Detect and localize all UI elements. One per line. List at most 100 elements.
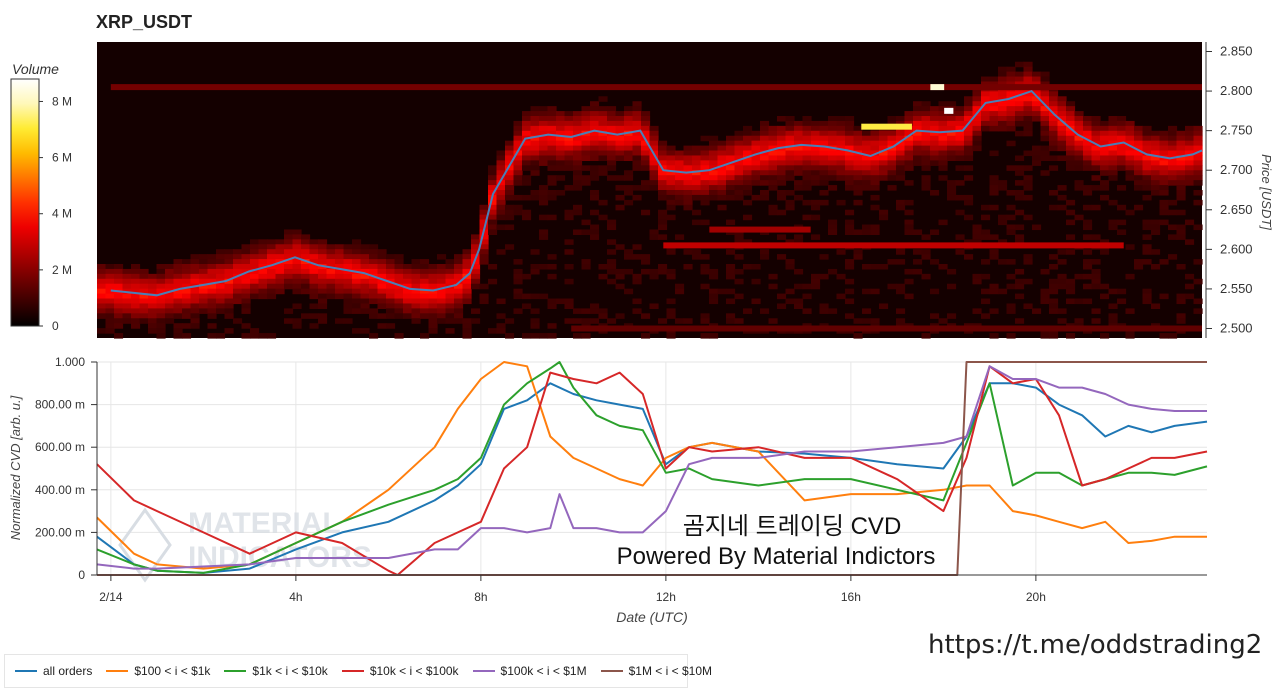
heatmap-cell [573, 170, 583, 176]
heatmap-cell [105, 318, 115, 324]
heatmap-cell [428, 313, 438, 319]
heatmap-cell [785, 130, 795, 137]
heatmap-cell [777, 209, 787, 216]
heatmap-cell [505, 185, 515, 191]
legend-item[interactable]: $100 < i < $1k [106, 664, 210, 678]
heatmap-cell [326, 249, 336, 255]
heatmap-cell [947, 101, 957, 107]
heatmap-cell [853, 229, 863, 235]
heatmap-cell [1057, 249, 1067, 255]
legend-item[interactable]: $1k < i < $10k [224, 664, 328, 678]
heatmap-cell [233, 268, 243, 275]
heatmap-cell [1006, 140, 1016, 147]
heatmap-cell [360, 328, 370, 334]
heatmap-cell [471, 318, 481, 324]
heatmap-cell [1108, 120, 1118, 127]
heatmap-cell [1049, 190, 1059, 196]
heatmap-cell [1193, 165, 1203, 171]
heatmap-cell [972, 96, 982, 102]
price-tick-label: 2.800 [1220, 83, 1253, 98]
heatmap-cell [607, 264, 617, 270]
heatmap-cell [989, 76, 999, 83]
heatmap-cell [1168, 150, 1178, 157]
heatmap-cell [581, 259, 591, 265]
heatmap-cell [836, 273, 846, 280]
heatmap-cell [887, 145, 897, 152]
heatmap-cell [938, 175, 948, 181]
heatmap-cell [97, 273, 107, 280]
colorbar [10, 78, 40, 327]
heatmap-cell [734, 239, 744, 245]
heatmap-cell [649, 135, 659, 142]
heatmap-cell [743, 264, 753, 270]
heatmap-cell [165, 308, 175, 314]
heatmap-cell [420, 268, 430, 275]
heatmap-cell [845, 229, 855, 235]
heatmap-cell [513, 268, 523, 275]
heatmap-cell [352, 303, 362, 309]
heatmap-cell [1057, 130, 1067, 137]
heatmap-cell [896, 140, 906, 147]
heatmap-cell [105, 328, 115, 334]
heatmap-cell [326, 268, 336, 275]
heatmap-cell [352, 244, 362, 250]
heatmap-cell [539, 140, 549, 147]
heatmap-cell [845, 165, 855, 171]
heatmap-cell [870, 140, 880, 147]
heatmap-cell [335, 278, 345, 285]
heatmap-cell [386, 268, 396, 275]
heatmap-cell [190, 318, 200, 324]
heatmap-cell [590, 318, 600, 324]
heatmap-cell [1176, 194, 1186, 201]
heatmap-cell [1049, 96, 1059, 102]
heatmap-cell [573, 209, 583, 216]
heatmap-cell [1125, 130, 1135, 137]
heatmap-cell [207, 288, 217, 295]
heatmap-cell [947, 130, 957, 137]
heatmap-cell [692, 194, 702, 201]
heatmap-cell [862, 130, 872, 137]
heatmap-cell [1023, 71, 1033, 78]
heatmap-cell [267, 273, 277, 280]
heatmap-cell [989, 111, 999, 117]
heatmap-cell [309, 323, 319, 329]
legend-item[interactable]: all orders [15, 664, 92, 678]
heatmap-cell [1159, 293, 1169, 300]
legend-item[interactable]: $10k < i < $100k [341, 664, 459, 678]
legend-item[interactable]: $1M < i < $10M [600, 664, 712, 678]
heatmap-cell [1006, 303, 1016, 309]
heatmap-cell [182, 308, 192, 314]
heatmap-cell [1015, 234, 1025, 240]
heatmap-cell [870, 135, 880, 142]
heatmap-cell [717, 145, 727, 152]
heatmap-cell [998, 76, 1008, 83]
heatmap-cell [1117, 116, 1127, 122]
legend-item[interactable]: $100k < i < $1M [472, 664, 587, 678]
heatmap-cell [649, 273, 659, 280]
heatmap-cell [590, 120, 600, 127]
heatmap-cell [394, 264, 404, 270]
heatmap-cell [1134, 145, 1144, 152]
heatmap-cell [777, 155, 787, 161]
heatmap-cell [114, 323, 124, 329]
heatmap-cell [1151, 135, 1161, 142]
heatmap-cell [394, 283, 404, 290]
heatmap-cell [879, 175, 889, 181]
heatmap-cell [760, 135, 770, 142]
heatmap-cell [1134, 259, 1144, 265]
heatmap-cell [615, 313, 625, 319]
heatmap-cell [301, 278, 311, 285]
heatmap-cell [318, 298, 328, 305]
heatmap-cell [139, 278, 149, 285]
heatmap-cell [1117, 219, 1127, 226]
heatmap-cell [641, 268, 651, 275]
heatmap-cell [581, 116, 591, 122]
heatmap-cell [148, 308, 158, 314]
heatmap-cell [964, 101, 974, 107]
heatmap-cell [794, 239, 804, 245]
heatmap-cell [1083, 165, 1093, 171]
heatmap-cell [615, 155, 625, 161]
heatmap-cell [207, 323, 217, 329]
heatmap-cell [131, 323, 141, 329]
heatmap-cell [267, 288, 277, 295]
